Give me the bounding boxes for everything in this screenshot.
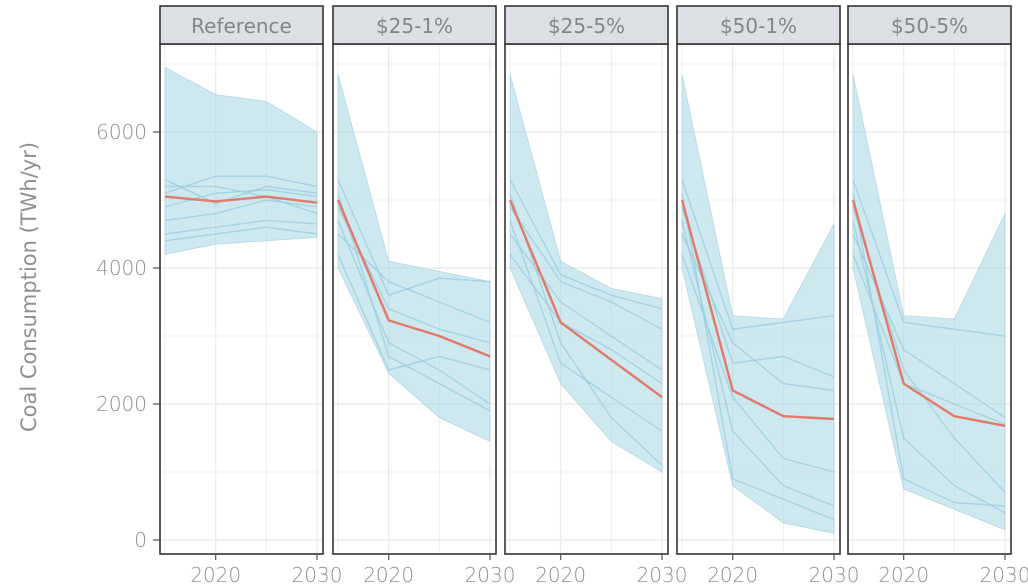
x-tick-label: 2030 <box>980 563 1028 586</box>
y-tick-label: 2000 <box>96 392 147 416</box>
mean-line <box>336 199 491 358</box>
y-axis-title: Coal Consumption (TWh/yr) <box>17 142 41 432</box>
uncertainty-band <box>337 74 491 443</box>
strip-header <box>847 5 1012 45</box>
scenario-line <box>164 219 318 235</box>
facet-panel: $25-5% 2020 2030 <box>504 5 688 586</box>
strip-label: $25-5% <box>548 14 625 38</box>
scenario-line <box>681 193 835 521</box>
x-tick-label: 2030 <box>292 563 343 586</box>
strip-header <box>504 5 669 45</box>
mean-line <box>851 199 1006 427</box>
facet-panel: $25-1% 2020 2030 <box>332 5 516 586</box>
y-tick-label: 6000 <box>96 120 147 144</box>
scenario-line <box>852 193 1006 507</box>
scenario-line <box>681 233 835 392</box>
scenario-line <box>337 192 491 412</box>
strip-label: Reference <box>191 14 292 38</box>
uncertainty-band <box>852 74 1006 531</box>
facet-panel: Reference 2020 2030 <box>159 5 343 586</box>
x-tick-label: 2030 <box>465 563 516 586</box>
scenario-line <box>509 192 663 466</box>
y-tick-label: 0 <box>134 528 147 552</box>
scenario-line <box>337 220 491 405</box>
facet-panel: $50-1% 2020 2030 <box>676 5 860 586</box>
scenario-line <box>509 179 663 310</box>
mean-line <box>680 199 835 421</box>
mean-line <box>164 195 318 204</box>
uncertainty-band <box>681 74 835 534</box>
scenario-line <box>681 206 835 378</box>
strip-header <box>159 5 324 45</box>
x-tick-label: 2020 <box>878 563 929 586</box>
scenario-line <box>164 175 318 194</box>
scenario-line <box>852 220 1006 514</box>
strip-label: $25-1% <box>376 14 453 38</box>
scenario-line <box>164 178 318 205</box>
x-tick-label: 2030 <box>637 563 688 586</box>
scenario-line <box>681 254 835 473</box>
scenario-line <box>509 206 663 330</box>
strip-header <box>332 5 497 45</box>
uncertainty-band <box>164 66 318 255</box>
x-tick-label: 2020 <box>190 563 241 586</box>
strip-label: $50-5% <box>891 14 968 38</box>
strip-header <box>676 5 841 45</box>
strip-label: $50-1% <box>720 14 797 38</box>
scenario-line <box>852 179 1006 337</box>
scenario-line <box>337 179 491 297</box>
uncertainty-band <box>509 74 663 473</box>
scenario-line <box>681 179 835 330</box>
x-tick-label: 2020 <box>363 563 414 586</box>
facet-panels: Reference 2020 2030 $25-1% 2020 2030 $25-5% 202… <box>159 5 1028 586</box>
facet-panel: $50-5% 2020 2030 <box>847 5 1028 586</box>
mean-line <box>508 199 663 399</box>
scenario-line <box>852 254 1006 426</box>
y-axis: 0 2000 4000 6000 <box>96 120 160 552</box>
x-tick-label: 2020 <box>535 563 586 586</box>
x-tick-label: 2020 <box>707 563 758 586</box>
x-tick-label: 2030 <box>809 563 860 586</box>
scenario-line <box>164 226 318 242</box>
scenario-line <box>337 254 491 371</box>
scenario-line <box>164 199 318 222</box>
scenario-line <box>165 185 318 215</box>
y-tick-label: 4000 <box>96 256 147 280</box>
scenario-line <box>509 253 663 385</box>
